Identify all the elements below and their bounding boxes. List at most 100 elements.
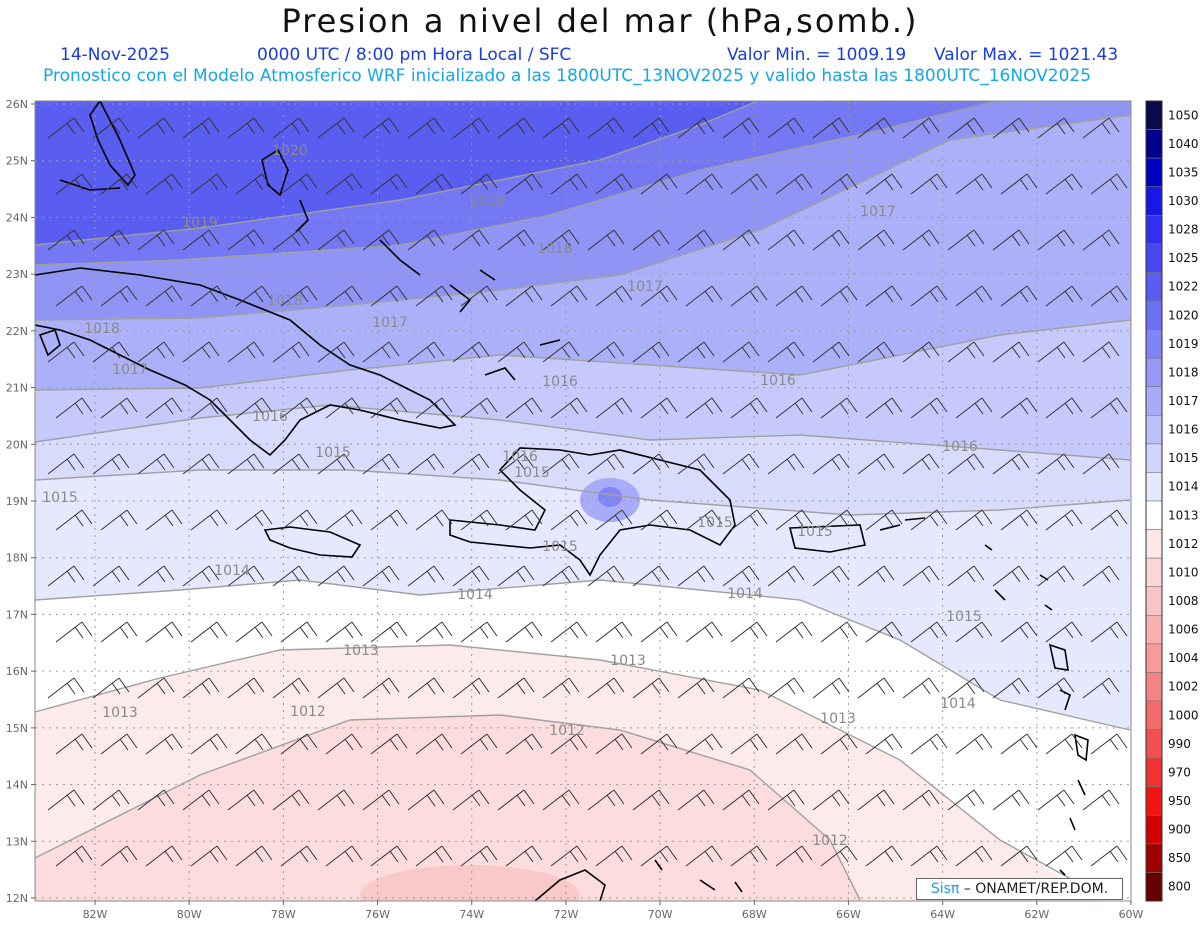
wind-barb — [47, 453, 85, 475]
wind-barb — [722, 341, 760, 363]
wind-barb — [1045, 733, 1083, 755]
wind-barb — [955, 397, 993, 419]
wind-barb — [235, 397, 273, 419]
wind-barb — [1083, 902, 1119, 922]
wind-barb — [272, 341, 310, 363]
lon-label: 62W — [1024, 908, 1049, 921]
wind-barb — [325, 733, 363, 755]
colorbar-label: 850 — [1168, 851, 1191, 865]
lon-label: 78W — [271, 908, 296, 921]
colorbar-label: 1004 — [1168, 651, 1199, 665]
wind-barb — [1000, 397, 1038, 419]
wind-barb — [505, 733, 543, 755]
wind-barb — [55, 173, 93, 195]
model-info: Pronostico con el Modelo Atmosferico WRF… — [43, 66, 1092, 86]
lat-label: 21N — [6, 382, 28, 395]
wind-barb — [227, 341, 265, 363]
wind-barb — [92, 229, 130, 251]
wind-barb — [190, 733, 228, 755]
forecast-date: 14-Nov-2025 — [60, 45, 170, 65]
wind-barb — [722, 789, 760, 811]
wind-barb — [768, 902, 804, 922]
wind-barb — [325, 397, 363, 419]
wind-barb — [677, 117, 715, 139]
wind-barb — [865, 509, 903, 531]
wind-barb — [190, 285, 228, 307]
wind-barb — [1090, 509, 1128, 531]
coast-bahamas-eleuthera — [295, 199, 309, 233]
wind-barb — [722, 117, 760, 139]
wind-barb — [408, 902, 444, 922]
wind-barb — [415, 509, 453, 531]
wind-barb — [857, 789, 895, 811]
wind-barb — [460, 733, 498, 755]
lon-label: 72W — [553, 908, 578, 921]
wind-barb — [902, 229, 940, 251]
wind-barb — [992, 117, 1030, 139]
contour-label: 1015 — [514, 465, 550, 481]
coast-hispaniola — [449, 447, 736, 577]
wind-barb — [910, 621, 948, 643]
colorbar-swatch — [1145, 329, 1163, 359]
wind-barb — [542, 789, 580, 811]
low-center — [360, 865, 580, 901]
wind-barb — [595, 509, 633, 531]
wind-barb — [722, 453, 760, 475]
wind-barb — [1082, 565, 1120, 587]
coast-virgin-islands — [879, 517, 1006, 601]
coastlines — [35, 101, 1089, 901]
contour-label: 1016 — [252, 409, 288, 425]
wind-barb — [182, 341, 220, 363]
wind-barb — [362, 341, 400, 363]
lat-label: 22N — [6, 325, 28, 338]
contour-label: 1017 — [860, 204, 896, 220]
colorbar-label: 1030 — [1168, 194, 1199, 208]
wind-barb — [542, 117, 580, 139]
colorbar-label: 1040 — [1168, 137, 1199, 151]
colorbar-label: 1008 — [1168, 594, 1199, 608]
colorbar-swatch — [1145, 700, 1163, 730]
wind-barb — [317, 229, 355, 251]
wind-barb — [280, 845, 318, 867]
wind-barb — [190, 173, 228, 195]
wind-barb — [460, 845, 498, 867]
isobar-1016 — [35, 404, 1131, 461]
wind-barb — [865, 173, 903, 195]
wind-barb — [947, 453, 985, 475]
coast-isla-juventud — [38, 328, 61, 357]
wind-barb — [1000, 285, 1038, 307]
wind-barb — [182, 453, 220, 475]
lat-lon-grid — [35, 101, 1131, 901]
colorbar-label: 1012 — [1168, 537, 1199, 551]
wind-barb — [730, 509, 768, 531]
lon-label: 74W — [459, 908, 484, 921]
wind-barb — [812, 565, 850, 587]
colorbar-label: 1010 — [1168, 565, 1199, 579]
wind-barb — [767, 117, 805, 139]
wind-barb — [317, 789, 355, 811]
wind-barb — [48, 902, 84, 922]
band-1013 — [35, 580, 1131, 901]
isobar-1017 — [35, 319, 1131, 391]
wind-barb — [92, 677, 130, 699]
band-1019 — [35, 101, 1000, 265]
band-1015 — [35, 405, 1131, 515]
wind-barb — [235, 173, 273, 195]
wind-barb — [1045, 397, 1083, 419]
wind-barb — [182, 565, 220, 587]
lat-label: 26N — [6, 98, 28, 111]
isobar-1014 — [35, 579, 1131, 731]
wind-barb — [145, 845, 183, 867]
lat-label: 24N — [6, 211, 28, 224]
wind-barb — [1037, 117, 1075, 139]
wind-barb — [1037, 677, 1075, 699]
wind-barb — [550, 845, 588, 867]
contour-label: 1013 — [102, 705, 138, 721]
wind-barb — [992, 229, 1030, 251]
wind-barb — [1037, 341, 1075, 363]
wind-barb — [145, 621, 183, 643]
wind-barb — [775, 397, 813, 419]
wind-barb — [1090, 845, 1128, 867]
wind-barb — [272, 789, 310, 811]
contour-label: 1014 — [727, 586, 763, 602]
